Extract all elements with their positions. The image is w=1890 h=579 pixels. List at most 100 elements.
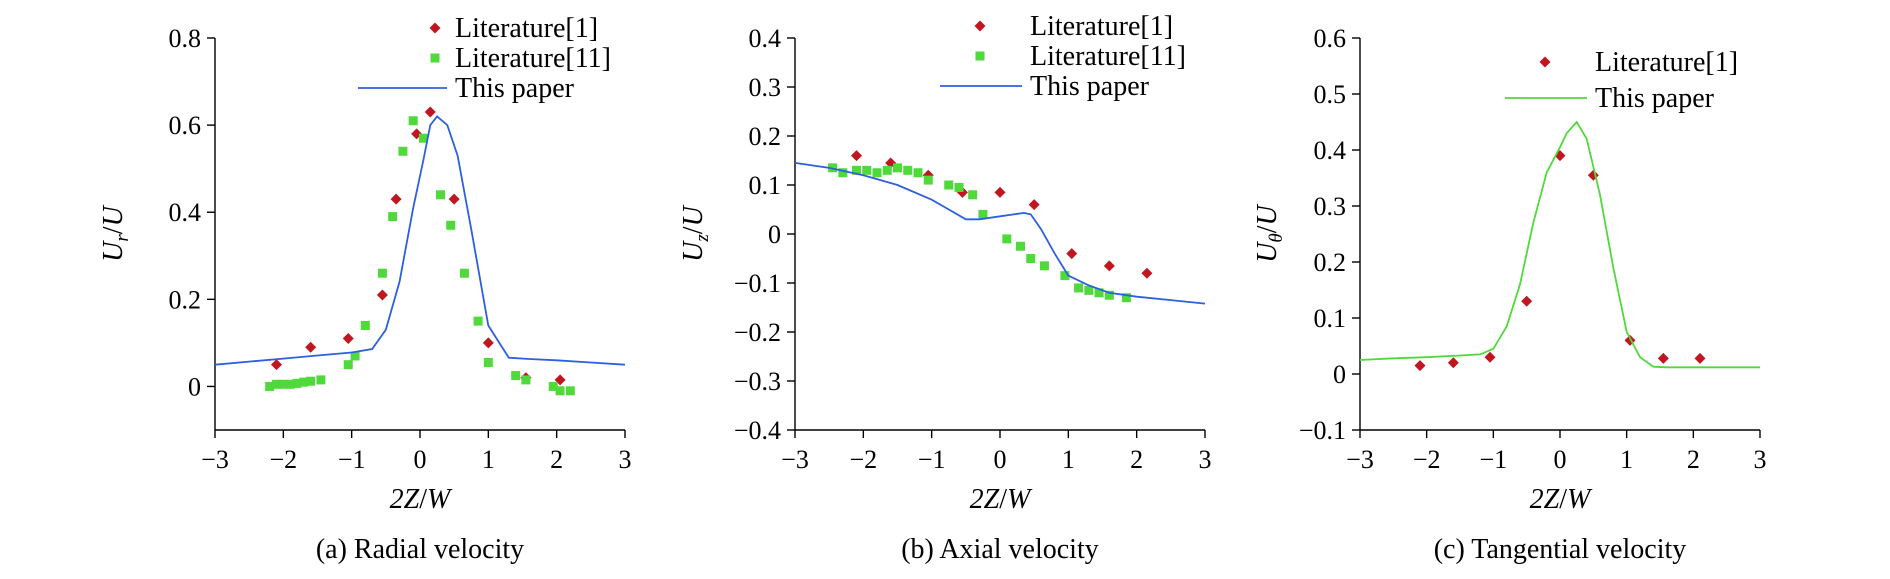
y-axis-title: Uθ/U xyxy=(1252,203,1287,262)
data-point-literature-11 xyxy=(893,163,902,173)
data-point-literature-1 xyxy=(1141,267,1153,279)
legend-diamond-symbol xyxy=(1539,56,1551,68)
data-point-literature-11 xyxy=(436,190,445,200)
y-tick-label: −0.2 xyxy=(734,318,781,347)
data-point-literature-11 xyxy=(548,381,558,391)
data-point-literature-11 xyxy=(418,133,428,143)
legend-label: Literature[11] xyxy=(1030,41,1186,72)
y-tick-label: −0.1 xyxy=(734,269,781,298)
x-tick-label: −2 xyxy=(849,445,877,474)
y-tick-label: 0.4 xyxy=(1314,136,1347,165)
data-point-literature-11 xyxy=(1074,283,1084,293)
data-point-literature-11 xyxy=(555,386,565,396)
data-point-literature-11 xyxy=(473,316,483,326)
legend: Literature[1] This paper xyxy=(1505,47,1738,114)
y-axis-title-part: U xyxy=(678,204,709,226)
y-tick-label: 0.3 xyxy=(749,73,782,102)
legend-square-symbol xyxy=(430,53,440,63)
data-point-literature-1 xyxy=(271,359,282,371)
data-point-literature-11 xyxy=(265,381,275,391)
data-point-literature-11 xyxy=(1016,241,1025,251)
data-point-literature-1 xyxy=(1028,199,1040,211)
legend-square-symbol xyxy=(975,51,985,61)
data-point-literature-1 xyxy=(1694,352,1706,364)
data-point-literature-11 xyxy=(388,212,398,222)
data-point-literature-11 xyxy=(1094,288,1104,298)
chart-panel-a: 00.20.40.60.8−3 −2 −1 0 1 2 32Z/W(a) Radial ve… xyxy=(98,13,632,565)
legend: Literature[1]Literature[11]This paper xyxy=(358,13,611,104)
data-point-literature-11 xyxy=(1060,271,1070,281)
x-tick-label: 1 xyxy=(1620,445,1633,474)
x-axis-title-part: 2Z xyxy=(1530,484,1560,515)
y-tick-label: 0.4 xyxy=(169,198,202,227)
x-axis-title: 2Z/W xyxy=(970,484,1033,515)
legend-label: This paper xyxy=(1595,83,1715,114)
y-axis-title-part: / xyxy=(98,226,129,234)
data-point-literature-11 xyxy=(306,376,316,386)
y-tick-label: 0.2 xyxy=(169,285,202,314)
data-point-literature-11 xyxy=(285,379,295,389)
x-tick-label: −3 xyxy=(201,445,229,474)
data-point-literature-11 xyxy=(565,386,575,396)
data-point-literature-11 xyxy=(968,190,978,200)
y-axis-title-part: U xyxy=(98,204,129,226)
y-tick-label: 0 xyxy=(188,372,201,401)
y-tick-label: 0.6 xyxy=(1314,24,1347,53)
x-tick-label: −1 xyxy=(1479,445,1507,474)
x-tick-label: 0 xyxy=(414,445,427,474)
y-tick-label: 0 xyxy=(1333,360,1346,389)
data-point-literature-11 xyxy=(954,182,964,192)
x-tick-label: −3 xyxy=(1346,445,1374,474)
data-point-literature-11 xyxy=(446,220,456,230)
data-point-literature-11 xyxy=(299,377,309,387)
legend-label: Literature[1] xyxy=(455,13,598,44)
data-point-literature-11 xyxy=(350,351,360,361)
data-point-literature-1 xyxy=(448,193,460,205)
data-point-literature-1 xyxy=(1414,360,1426,372)
legend-label: This paper xyxy=(1030,71,1150,102)
x-tick-label: 3 xyxy=(1199,445,1212,474)
x-tick-label: 3 xyxy=(1754,445,1767,474)
data-point-literature-11 xyxy=(1002,234,1012,244)
panel-caption: (b) Axial velocity xyxy=(901,534,1099,565)
y-tick-label: 0 xyxy=(768,220,781,249)
x-tick-label: 1 xyxy=(1062,445,1075,474)
data-point-literature-11 xyxy=(1026,254,1036,263)
y-axis-title-part: U xyxy=(1252,203,1283,225)
x-tick-label: −1 xyxy=(918,445,946,474)
x-axis-title-part: / xyxy=(1559,484,1567,515)
x-tick-label: 0 xyxy=(994,445,1007,474)
data-point-literature-1 xyxy=(1484,351,1496,363)
x-axis-title: 2Z/W xyxy=(390,484,453,515)
y-tick-label: −0.3 xyxy=(734,367,781,396)
data-point-literature-1 xyxy=(1066,248,1078,260)
data-point-literature-1 xyxy=(305,341,317,353)
legend-label: Literature[1] xyxy=(1030,11,1173,42)
legend-diamond-symbol xyxy=(974,20,986,32)
data-point-literature-1 xyxy=(390,193,402,205)
data-point-literature-11 xyxy=(292,378,302,388)
x-tick-label: −2 xyxy=(1413,445,1441,474)
data-point-literature-11 xyxy=(862,165,872,175)
y-axis-title-subscript: r xyxy=(112,234,133,242)
x-axis-title-part: / xyxy=(999,484,1007,515)
data-point-literature-1 xyxy=(424,106,436,118)
data-point-literature-1 xyxy=(994,186,1006,198)
y-tick-label: 0.8 xyxy=(169,24,202,53)
y-tick-label: 0.1 xyxy=(749,171,782,200)
data-point-literature-11 xyxy=(913,168,923,178)
x-tick-label: 3 xyxy=(619,445,632,474)
data-point-literature-11 xyxy=(377,268,387,278)
y-tick-label: 0.6 xyxy=(169,111,202,140)
series-line-this-paper xyxy=(214,115,626,366)
y-tick-label: 0.4 xyxy=(749,24,782,53)
y-tick-label: 0.5 xyxy=(1314,80,1347,109)
legend-label: Literature[11] xyxy=(455,43,611,74)
y-tick-label: −0.1 xyxy=(1299,416,1346,445)
y-axis-title-subscript: z xyxy=(692,234,713,243)
y-axis-title: Ur/U xyxy=(98,204,133,261)
series-line-this-paper xyxy=(1359,120,1760,369)
x-tick-label: 2 xyxy=(1687,445,1700,474)
data-point-literature-11 xyxy=(398,146,408,156)
x-axis-title-part: W xyxy=(1567,484,1593,515)
